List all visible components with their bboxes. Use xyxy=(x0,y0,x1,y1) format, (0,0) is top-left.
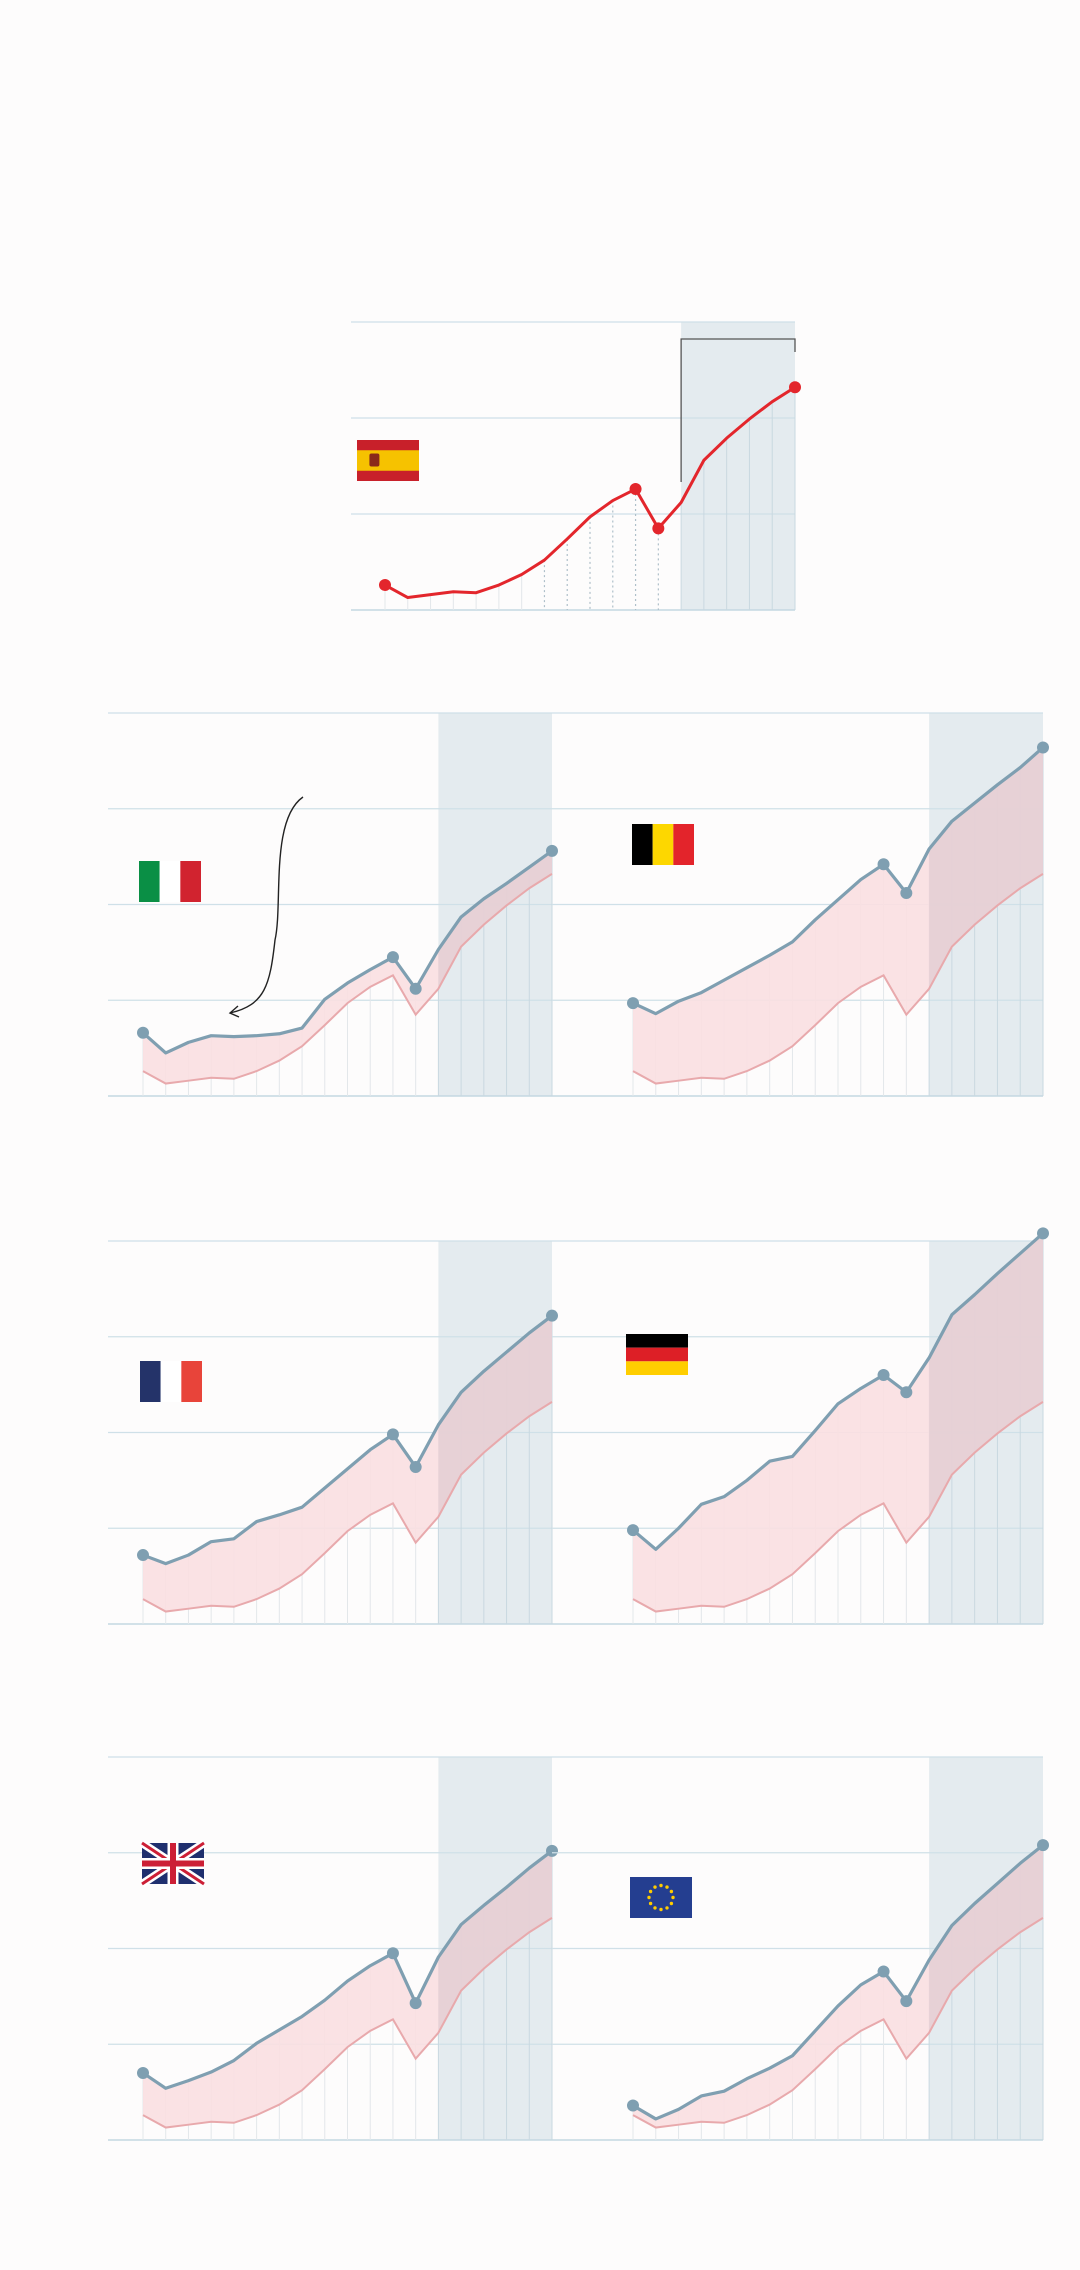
data-point xyxy=(877,858,890,871)
reference-line xyxy=(142,873,553,1085)
gap-band xyxy=(143,1850,552,2128)
curved-arrow-icon xyxy=(229,796,304,1014)
flag-star xyxy=(648,1901,653,1906)
gap-band-forecast xyxy=(438,1315,552,1517)
reference-line xyxy=(142,1917,553,2129)
gap-band-forecast xyxy=(438,850,552,989)
gap-band-forecast xyxy=(929,747,1043,989)
flag-stripe xyxy=(626,1361,688,1375)
flag-stripe xyxy=(181,1361,202,1402)
data-point xyxy=(877,1369,890,1382)
series-line xyxy=(632,746,1045,1016)
flag-stripe xyxy=(632,824,653,865)
gap-band-forecast xyxy=(929,1233,1043,1517)
data-point xyxy=(627,997,639,1010)
flag-stripe xyxy=(159,861,181,902)
flag-star xyxy=(665,1885,669,1889)
flag-star xyxy=(659,1907,663,1912)
forecast-region xyxy=(681,322,795,610)
data-point xyxy=(1037,741,1049,754)
data-point xyxy=(652,522,665,535)
flag-star xyxy=(671,1895,675,1900)
arrow-head xyxy=(228,1005,240,1018)
gap-band xyxy=(633,1233,1043,1612)
data-point xyxy=(386,951,399,964)
flag-star xyxy=(653,1906,657,1910)
panel-spain xyxy=(351,321,801,611)
data-point xyxy=(409,1997,422,2010)
data-point xyxy=(137,2066,149,2079)
gap-band-forecast xyxy=(438,1850,552,2033)
flag-stripe xyxy=(626,1334,688,1348)
flag-star xyxy=(648,1889,653,1894)
flag-star xyxy=(659,1883,663,1888)
data-point xyxy=(137,1026,149,1039)
flag-stripe xyxy=(140,1361,161,1402)
data-point xyxy=(379,579,391,592)
panel-uk xyxy=(108,1756,558,2141)
reference-line xyxy=(632,1401,1044,1613)
panel-eu xyxy=(552,1756,1049,2141)
flag-eu-icon xyxy=(630,1877,692,1918)
reference-line xyxy=(632,873,1044,1085)
data-point xyxy=(409,982,422,995)
series-line xyxy=(631,1232,1045,1551)
data-point xyxy=(900,887,913,900)
flag-star xyxy=(653,1885,657,1889)
reference-line xyxy=(142,1401,553,1613)
panel-belgium xyxy=(552,712,1049,1097)
data-point xyxy=(627,2099,639,2112)
data-point xyxy=(546,1844,558,1857)
flag-uk-icon xyxy=(139,1839,207,1888)
data-point xyxy=(789,381,801,394)
flag-cross xyxy=(142,1843,204,1884)
gap-band xyxy=(143,1315,552,1612)
data-point xyxy=(877,1965,890,1978)
data-point xyxy=(546,1309,558,1322)
flag-france-icon xyxy=(140,1361,202,1402)
flag-stripe xyxy=(139,861,160,902)
gap-band xyxy=(633,747,1043,1084)
series-line xyxy=(632,1843,1044,2121)
series-line xyxy=(142,1849,553,2090)
forecast-bracket xyxy=(680,338,796,482)
reference-line xyxy=(632,1917,1044,2129)
flag-belgium-icon xyxy=(632,824,694,865)
flag-stripe xyxy=(160,1361,182,1402)
panel-france xyxy=(108,1240,558,1625)
flag-star xyxy=(665,1906,669,1910)
data-point xyxy=(900,1386,913,1399)
data-point xyxy=(386,1947,399,1960)
flag-stripe xyxy=(652,824,674,865)
data-point xyxy=(137,1549,149,1562)
gap-band xyxy=(143,850,552,1084)
flag-stripe xyxy=(180,861,201,902)
panel-italy xyxy=(108,712,558,1097)
series-line xyxy=(142,1314,553,1566)
flag-star xyxy=(647,1895,651,1900)
data-point xyxy=(629,483,642,496)
flag-stripe xyxy=(357,450,419,471)
flag-italy-icon xyxy=(139,861,201,902)
series-line xyxy=(384,386,796,600)
data-point xyxy=(1037,1839,1049,1852)
data-point xyxy=(1037,1227,1049,1240)
flag-spain-icon xyxy=(357,440,419,481)
flag-stripe xyxy=(626,1347,688,1362)
data-point xyxy=(386,1428,399,1441)
flag-germany-icon xyxy=(626,1334,688,1375)
flag-emblem xyxy=(369,453,380,467)
flag-stripe xyxy=(673,824,694,865)
data-point xyxy=(409,1460,422,1473)
gap-band-forecast xyxy=(929,1845,1043,2033)
data-point xyxy=(627,1524,639,1537)
panel-germany xyxy=(552,1227,1049,1625)
data-point xyxy=(546,844,558,857)
flag-field xyxy=(630,1877,692,1918)
flag-star xyxy=(669,1889,674,1894)
data-point xyxy=(900,1995,913,2008)
series-line xyxy=(141,849,553,1055)
flag-star xyxy=(669,1901,674,1906)
